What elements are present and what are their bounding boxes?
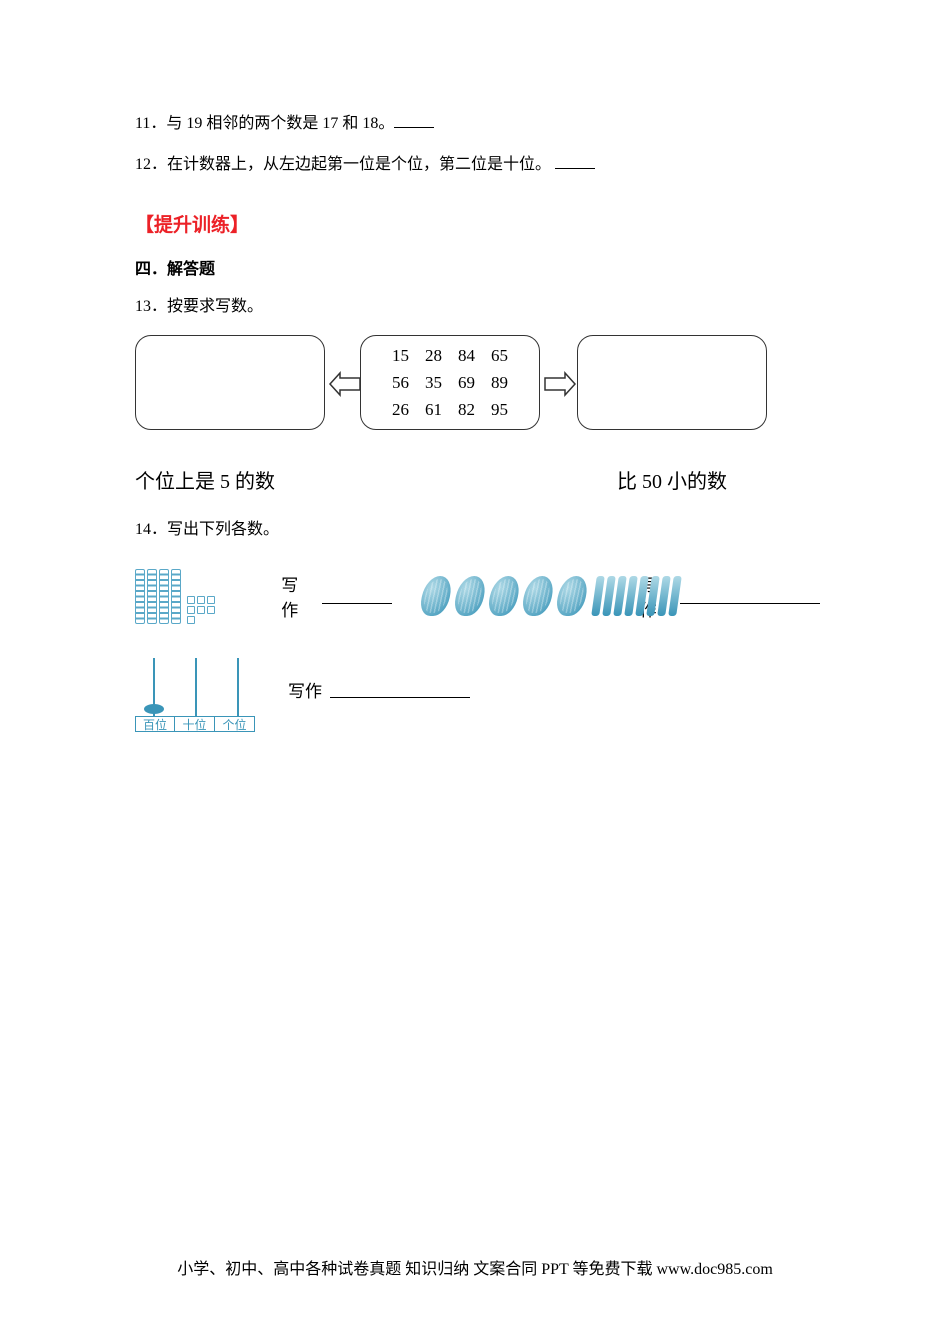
q12-num: 12． [135, 156, 167, 173]
q13-num: 13． [135, 298, 167, 315]
q13-cell: 84 [458, 342, 475, 369]
question-11: 11．与 19 相邻的两个数是 17 和 18。 [135, 110, 820, 139]
q13-cell: 56 [392, 369, 409, 396]
bundle-icon [485, 576, 522, 616]
q11-blank[interactable] [394, 112, 434, 128]
q13-center-box: 15 28 84 65 56 35 69 89 26 61 82 95 [360, 335, 540, 430]
q13-cell: 69 [458, 369, 475, 396]
q13-cell: 89 [491, 369, 508, 396]
ten-rod-icon [147, 569, 157, 624]
q13-left-label: 个位上是 5 的数 [135, 465, 345, 494]
abacus-pole-icon [195, 658, 197, 716]
q13-cell: 28 [425, 342, 442, 369]
q13-right-box[interactable] [577, 335, 767, 430]
bundle-icon [417, 576, 454, 616]
q13-diagram: 15 28 84 65 56 35 69 89 26 61 82 95 [135, 335, 820, 455]
footer-url[interactable]: www.doc985.com [657, 1261, 773, 1278]
write-label: 写作 [288, 677, 322, 702]
q14-row-2: 百位 十位 个位 写作 [135, 647, 820, 732]
q13-left-box[interactable] [135, 335, 325, 430]
q14-image-bundles [422, 576, 632, 616]
arrow-right-icon [543, 370, 577, 398]
section-header: 【提升训练】 [135, 210, 820, 237]
write-label: 写作 [281, 571, 313, 621]
abacus-pole-icon [237, 658, 239, 716]
q13-labels: 个位上是 5 的数 比 50 小的数 [135, 465, 820, 494]
bundle-icon [553, 576, 590, 616]
q14-image-abacus: 百位 十位 个位 [135, 647, 280, 732]
q14-blank-1[interactable] [322, 588, 392, 604]
q13-cell: 35 [425, 369, 442, 396]
q14-blank-3[interactable] [330, 682, 470, 698]
ten-rod-icon [159, 569, 169, 624]
bundle-icon [519, 576, 556, 616]
abacus-col-label: 百位 [135, 716, 175, 732]
q11-text: 与 19 相邻的两个数是 17 和 18。 [166, 115, 394, 132]
question-12: 12．在计数器上，从左边起第一位是个位，第二位是十位。 [135, 151, 820, 180]
abacus-col-label: 个位 [215, 716, 255, 732]
ten-rod-icon [135, 569, 145, 624]
q12-blank[interactable] [555, 153, 595, 169]
q13-title: 按要求写数。 [167, 298, 263, 315]
abacus-bead-icon [144, 704, 164, 714]
q13-row-2: 26 61 82 95 [392, 396, 508, 423]
q13-row-1: 56 35 69 89 [392, 369, 508, 396]
q13-cell: 95 [491, 396, 508, 423]
q14-blank-2[interactable] [680, 588, 820, 604]
q14-num: 14． [135, 521, 167, 538]
bundle-icon [451, 576, 488, 616]
page-footer: 小学、初中、高中各种试卷真题 知识归纳 文案合同 PPT 等免费下载 www.d… [0, 1255, 950, 1279]
sub-section-header: 四．解答题 [135, 255, 820, 279]
q13-cell: 61 [425, 396, 442, 423]
unit-cubes-icon [187, 596, 215, 624]
q13-cell: 82 [458, 396, 475, 423]
q11-num: 11． [135, 115, 166, 132]
question-13: 13．按要求写数。 [135, 293, 820, 322]
q14-row-1: 写作 写作 [135, 561, 820, 631]
q13-row-0: 15 28 84 65 [392, 342, 508, 369]
q14-image-rods [135, 569, 273, 624]
q13-cell: 15 [392, 342, 409, 369]
abacus-base: 百位 十位 个位 [135, 716, 255, 732]
q13-right-label: 比 50 小的数 [595, 465, 795, 494]
ten-rod-icon [171, 569, 181, 624]
q12-text: 在计数器上，从左边起第一位是个位，第二位是十位。 [167, 156, 555, 173]
footer-text: 小学、初中、高中各种试卷真题 知识归纳 文案合同 PPT 等免费下载 [177, 1261, 656, 1278]
abacus-col-label: 十位 [175, 716, 215, 732]
question-14: 14．写出下列各数。 [135, 516, 820, 545]
arrow-left-icon [328, 370, 362, 398]
q14-title: 写出下列各数。 [167, 521, 279, 538]
q13-cell: 65 [491, 342, 508, 369]
thin-sticks-icon [592, 576, 679, 616]
q13-cell: 26 [392, 396, 409, 423]
